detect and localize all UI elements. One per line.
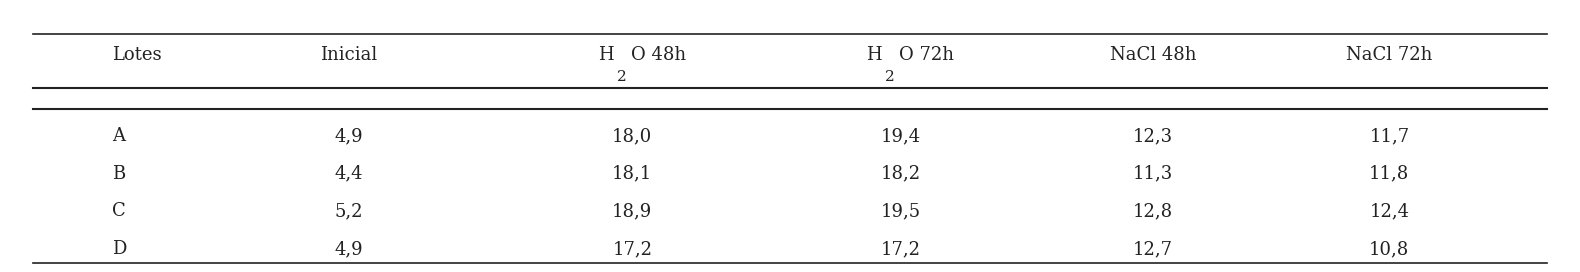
Text: B: B — [112, 165, 125, 183]
Text: 18,2: 18,2 — [880, 165, 921, 183]
Text: 19,4: 19,4 — [880, 127, 921, 145]
Text: D: D — [112, 240, 126, 258]
Text: 12,7: 12,7 — [1133, 240, 1172, 258]
Text: Lotes: Lotes — [112, 46, 161, 64]
Text: 5,2: 5,2 — [333, 202, 363, 220]
Text: 12,3: 12,3 — [1133, 127, 1172, 145]
Text: NaCl 72h: NaCl 72h — [1346, 46, 1433, 64]
Text: 4,4: 4,4 — [333, 165, 363, 183]
Text: C: C — [112, 202, 125, 220]
Text: 2: 2 — [885, 70, 894, 84]
Text: 17,2: 17,2 — [613, 240, 653, 258]
Text: 2: 2 — [616, 70, 626, 84]
Text: H: H — [597, 46, 613, 64]
Text: 12,8: 12,8 — [1133, 202, 1172, 220]
Text: 18,9: 18,9 — [611, 202, 653, 220]
Text: H: H — [866, 46, 882, 64]
Text: Inicial: Inicial — [319, 46, 378, 64]
Text: 10,8: 10,8 — [1370, 240, 1409, 258]
Text: 12,4: 12,4 — [1370, 202, 1409, 220]
Text: 4,9: 4,9 — [333, 127, 363, 145]
Text: O 72h: O 72h — [899, 46, 954, 64]
Text: 19,5: 19,5 — [880, 202, 921, 220]
Text: 11,8: 11,8 — [1370, 165, 1409, 183]
Text: A: A — [112, 127, 125, 145]
Text: 11,7: 11,7 — [1370, 127, 1409, 145]
Text: NaCl 48h: NaCl 48h — [1109, 46, 1196, 64]
Text: 4,9: 4,9 — [333, 240, 363, 258]
Text: 18,1: 18,1 — [611, 165, 653, 183]
Text: 17,2: 17,2 — [880, 240, 921, 258]
Text: 18,0: 18,0 — [611, 127, 653, 145]
Text: O 48h: O 48h — [630, 46, 686, 64]
Text: 11,3: 11,3 — [1133, 165, 1172, 183]
